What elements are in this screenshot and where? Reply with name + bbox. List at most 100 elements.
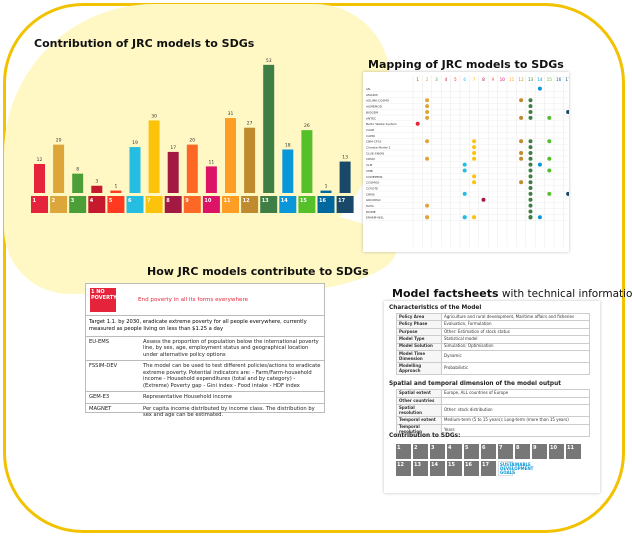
matrix-goal-header: 8 [482,77,485,82]
matrix-dot [528,174,533,179]
bar-sdg-4 [91,185,103,193]
sdg-tile-number: 11 [224,198,231,204]
matrix-model-name: ERAEM-WSL [366,216,384,220]
matrix-model-name: CODEPENS [366,175,383,179]
bar-value-label: 8 [76,167,79,173]
sdg-4-icon: 4 [447,444,462,459]
matrix-dot [425,110,430,114]
matrix-goal-header: 2 [426,77,429,82]
bar-value-label: 31 [228,111,234,117]
matrix-dot [528,110,533,114]
field-value [441,396,590,406]
matrix-dot [472,139,477,144]
bar-value-label: 53 [266,58,272,64]
field-value: Medium-term (5 to 15 years); Long-term (… [441,416,590,425]
sdg-11-icon [222,196,239,213]
field-label: Modelling Approach [396,362,442,376]
sdg-17-icon [336,196,354,213]
bar-sdg-10 [205,166,217,193]
matrix-dot [519,115,524,120]
field-value: Simulation; Optimisation [441,342,590,351]
matrix-dot [547,139,552,144]
matrix-dot [528,203,533,208]
goal-text: End poverty in all its forms everywhere [138,296,249,303]
matrix-dot [547,168,552,173]
matrix-model-name: CLM [366,163,373,167]
sdg-12-icon [241,196,259,213]
spatial-title: Spatial and temporal dimension of the mo… [389,381,561,388]
table-row: EU-EMS Assess the proportion of populatio… [86,335,324,361]
matrix-goal-header: 14 [537,77,543,82]
sdg-tile-number: 6 [128,198,132,204]
bar-value-label: 11 [209,159,215,165]
goal-icon-number: 1 [91,288,95,295]
matrix-dot [528,197,533,202]
bar-sdg-1 [34,163,45,193]
matrix-model-name: AMADIS [366,93,378,97]
spatial-table: Spatial extent Europe, ALL countries of E… [396,389,590,437]
field-value: Agriculture and rural development, Marit… [441,312,590,322]
matrix-goal-header: 3 [435,77,438,82]
sdg-tile-number: 2 [52,198,56,204]
sdg-3-icon: 3 [430,444,445,459]
matrix-dot [519,156,524,161]
matrix-dot [528,215,533,220]
sdg-tile-number: 16 [319,198,326,204]
table-row: Policy Area Agriculture and rural develop… [396,312,590,322]
matrix-dot [528,191,533,196]
sdg-10-icon [202,196,220,213]
bar-sdg-8 [167,151,179,193]
field-label: Spatial resolution [396,404,442,418]
sdg-7-icon: 7 [498,444,513,459]
table-row: Other countries [396,396,590,406]
sdg-10-icon: 10 [549,444,564,459]
mapping-matrix: 1234567891011121314151617afsAMADISAGLINK… [363,72,571,252]
table-row: Model Solution Simulation; Optimisation [396,342,590,351]
matrix-dot [547,156,552,161]
matrix-dot [519,98,524,103]
matrix-goal-header: 10 [500,77,506,82]
matrix-goal-header: 5 [454,77,457,82]
field-label: Model Time Dimension [396,349,442,364]
characteristics-title: Characteristics of the Model [389,305,482,311]
sdg-14-icon [279,196,297,213]
matrix-dot [528,156,533,161]
matrix-dot [537,86,542,91]
matrix-dot [472,156,477,161]
bar-value-label: 30 [151,113,157,119]
sdg-tile-number: 13 [262,198,269,204]
matrix-dot [528,209,533,214]
matrix-model-name: CLUE-SNOW [366,151,384,155]
bar-value-label: 1 [114,184,117,190]
table-row: FSSIM-DEV The model can be used to test d… [86,360,324,392]
matrix-dot [462,215,467,220]
matrix-dot [537,215,542,220]
matrix-dot [528,162,533,167]
matrix-model-name: AGMEMOD [366,105,383,109]
field-label: Policy Area [396,312,442,322]
matrix-dot [425,156,430,161]
field-label: Policy Phase [396,320,442,329]
factsheets-title-rest: with technical information [498,288,632,300]
mapping-title: Mapping of JRC models to SDGs [368,58,564,71]
model-name: EU-EMS [86,335,140,361]
table-row: Model Time Dimension Dynamic [396,349,590,364]
matrix-dot [462,168,467,173]
field-value: Years [441,423,590,437]
bar-value-label: 17 [170,145,176,151]
table-row: Spatial extent Europe, ALL countries of E… [396,389,590,398]
highlight-background-lower [66,206,396,296]
table-row: Spatial resolution Other: stock distribut… [396,404,590,418]
matrix-dot [528,180,533,185]
table-row: Modelling Approach Probabilistic [396,362,590,376]
matrix-model-name: BIOGEM [366,110,379,114]
table-row: GEM-E3 Representative Household income [86,391,324,403]
matrix-goal-header: 13 [528,77,534,82]
model-name: FSSIM-DEV [86,360,140,392]
sdg-tile-number: 5 [109,198,113,204]
sdg-9-icon [183,196,201,213]
matrix-dot [547,115,552,120]
field-label: Model Type [396,335,442,344]
table-row: Model Type Statistical model [396,335,590,344]
sdg-15-icon: 15 [447,461,462,476]
